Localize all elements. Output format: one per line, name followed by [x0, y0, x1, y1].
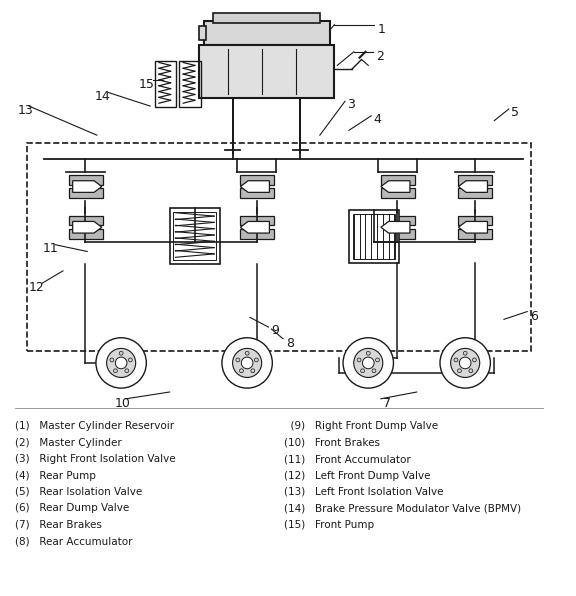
Bar	[458, 216, 492, 225]
Text: 12: 12	[29, 281, 45, 294]
Text: 4: 4	[373, 113, 381, 126]
Circle shape	[450, 349, 480, 377]
Polygon shape	[240, 181, 270, 193]
Bar	[203, 21, 329, 45]
Bar	[458, 229, 492, 239]
Bar	[240, 188, 274, 198]
Bar	[381, 175, 415, 185]
Text: 10: 10	[115, 397, 130, 410]
Circle shape	[107, 349, 136, 377]
Bar	[69, 216, 103, 225]
Circle shape	[119, 351, 123, 355]
Bar	[240, 216, 274, 225]
Text: (8)   Rear Accumulator: (8) Rear Accumulator	[14, 536, 132, 547]
Circle shape	[472, 358, 476, 362]
Text: 13: 13	[17, 104, 33, 117]
Circle shape	[245, 351, 249, 355]
Polygon shape	[240, 222, 270, 233]
Text: (10)   Front Brakes: (10) Front Brakes	[284, 437, 380, 448]
Bar	[69, 175, 103, 185]
Circle shape	[128, 358, 132, 362]
Text: 6: 6	[530, 310, 538, 322]
Bar	[458, 175, 492, 185]
Bar	[199, 45, 334, 98]
Circle shape	[255, 358, 258, 362]
Text: 15: 15	[139, 78, 154, 91]
Circle shape	[366, 351, 370, 355]
Text: 14: 14	[95, 89, 111, 103]
Text: (3)   Right Front Isolation Valve: (3) Right Front Isolation Valve	[14, 454, 175, 464]
Circle shape	[457, 369, 461, 372]
Circle shape	[469, 369, 473, 372]
Circle shape	[357, 358, 361, 362]
Text: (7)   Rear Brakes: (7) Rear Brakes	[14, 520, 101, 530]
Text: 5: 5	[511, 106, 519, 119]
Circle shape	[233, 349, 262, 377]
Text: (1)   Master Cylinder Reservoir: (1) Master Cylinder Reservoir	[14, 421, 173, 431]
Bar	[381, 216, 415, 225]
Circle shape	[96, 338, 146, 388]
Text: 11: 11	[43, 242, 58, 254]
Bar	[381, 229, 415, 239]
Circle shape	[440, 338, 490, 388]
Circle shape	[354, 349, 383, 377]
Circle shape	[362, 357, 374, 369]
Text: (4)   Rear Pump: (4) Rear Pump	[14, 470, 96, 480]
Text: (11)   Front Accumulator: (11) Front Accumulator	[284, 454, 411, 464]
Text: (9)   Right Front Dump Valve: (9) Right Front Dump Valve	[284, 421, 438, 431]
Text: 8: 8	[286, 337, 294, 350]
Circle shape	[372, 369, 376, 372]
Text: 7: 7	[383, 397, 391, 410]
Text: 9: 9	[271, 324, 279, 337]
Bar	[353, 214, 395, 259]
Bar	[27, 143, 531, 351]
Polygon shape	[381, 181, 410, 193]
Bar	[173, 212, 216, 260]
Text: (13)   Left Front Isolation Valve: (13) Left Front Isolation Valve	[284, 487, 444, 497]
Text: (14)   Brake Pressure Modulator Valve (BPMV): (14) Brake Pressure Modulator Valve (BPM…	[284, 504, 521, 514]
Bar	[69, 188, 103, 198]
Circle shape	[115, 357, 127, 369]
Circle shape	[240, 369, 244, 372]
Text: 3: 3	[347, 98, 355, 111]
Text: (6)   Rear Dump Valve: (6) Rear Dump Valve	[14, 504, 129, 514]
Circle shape	[251, 369, 255, 372]
Polygon shape	[458, 181, 487, 193]
Text: 1: 1	[378, 23, 386, 36]
Bar	[155, 61, 176, 107]
Bar	[179, 61, 200, 107]
Circle shape	[110, 358, 114, 362]
Polygon shape	[381, 222, 410, 233]
Polygon shape	[73, 181, 102, 193]
Circle shape	[361, 369, 365, 372]
Circle shape	[460, 357, 471, 369]
Circle shape	[454, 358, 458, 362]
Circle shape	[343, 338, 393, 388]
Bar	[69, 229, 103, 239]
Bar	[240, 175, 274, 185]
Bar	[169, 208, 220, 264]
Bar	[199, 26, 206, 40]
Polygon shape	[73, 222, 102, 233]
Text: (2)   Master Cylinder: (2) Master Cylinder	[14, 437, 122, 448]
Bar	[381, 188, 415, 198]
Circle shape	[236, 358, 240, 362]
Bar	[349, 210, 399, 263]
Circle shape	[463, 351, 467, 355]
Circle shape	[376, 358, 380, 362]
Text: 2: 2	[376, 50, 384, 63]
Circle shape	[222, 338, 272, 388]
Bar	[213, 13, 320, 23]
Polygon shape	[458, 222, 487, 233]
Bar	[458, 188, 492, 198]
Text: (12)   Left Front Dump Valve: (12) Left Front Dump Valve	[284, 470, 430, 480]
Circle shape	[125, 369, 129, 372]
Text: (15)   Front Pump: (15) Front Pump	[284, 520, 374, 530]
Text: (5)   Rear Isolation Valve: (5) Rear Isolation Valve	[14, 487, 142, 497]
Bar	[240, 229, 274, 239]
Circle shape	[241, 357, 253, 369]
Circle shape	[113, 369, 118, 372]
